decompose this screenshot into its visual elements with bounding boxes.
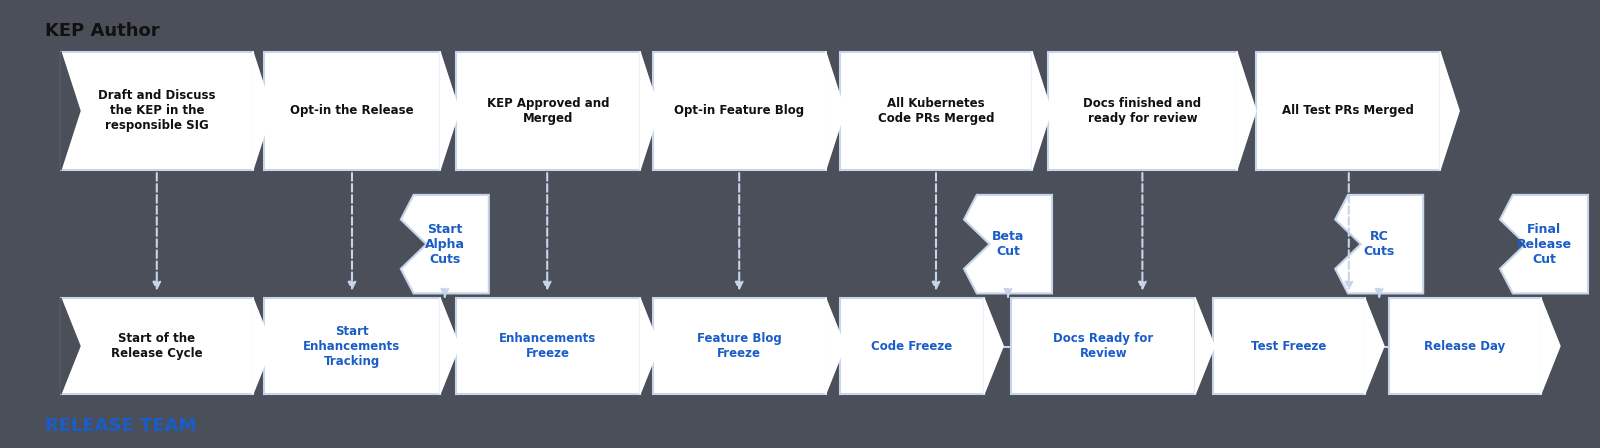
FancyBboxPatch shape [1048, 52, 1237, 170]
Text: Start
Alpha
Cuts: Start Alpha Cuts [426, 223, 466, 266]
Text: KEP Approved and
Merged: KEP Approved and Merged [486, 97, 610, 125]
PathPatch shape [963, 195, 1053, 293]
FancyBboxPatch shape [456, 52, 640, 170]
FancyBboxPatch shape [1256, 52, 1440, 170]
Text: RC
Cuts: RC Cuts [1363, 230, 1395, 258]
PathPatch shape [1501, 195, 1587, 293]
FancyBboxPatch shape [653, 298, 826, 394]
Polygon shape [826, 52, 845, 170]
Text: Start
Enhancements
Tracking: Start Enhancements Tracking [304, 325, 400, 367]
Text: Opt-in the Release: Opt-in the Release [290, 104, 414, 117]
Text: Start of the
Release Cycle: Start of the Release Cycle [110, 332, 203, 360]
Text: Release Day: Release Day [1424, 340, 1506, 353]
Polygon shape [253, 298, 272, 394]
FancyBboxPatch shape [1213, 298, 1365, 394]
FancyBboxPatch shape [1011, 298, 1195, 394]
Polygon shape [640, 298, 659, 394]
Text: Beta
Cut: Beta Cut [992, 230, 1024, 258]
FancyBboxPatch shape [840, 52, 1032, 170]
Polygon shape [61, 298, 80, 394]
FancyBboxPatch shape [61, 298, 253, 394]
Polygon shape [440, 298, 459, 394]
Text: Feature Blog
Freeze: Feature Blog Freeze [698, 332, 781, 360]
FancyBboxPatch shape [264, 298, 440, 394]
Text: Docs Ready for
Review: Docs Ready for Review [1053, 332, 1154, 360]
Polygon shape [440, 52, 459, 170]
Polygon shape [61, 52, 80, 170]
Polygon shape [640, 52, 659, 170]
FancyBboxPatch shape [456, 298, 640, 394]
Text: All Kubernetes
Code PRs Merged: All Kubernetes Code PRs Merged [878, 97, 994, 125]
Text: Enhancements
Freeze: Enhancements Freeze [499, 332, 597, 360]
Polygon shape [1237, 52, 1256, 170]
PathPatch shape [1334, 195, 1424, 293]
PathPatch shape [400, 195, 490, 293]
Polygon shape [1541, 298, 1560, 394]
Polygon shape [1440, 52, 1459, 170]
Text: Final
Release
Cut: Final Release Cut [1517, 223, 1571, 266]
Polygon shape [1032, 52, 1051, 170]
FancyBboxPatch shape [61, 52, 253, 170]
Text: Opt-in Feature Blog: Opt-in Feature Blog [674, 104, 805, 117]
Text: Draft and Discuss
the KEP in the
responsible SIG: Draft and Discuss the KEP in the respons… [98, 90, 216, 132]
FancyBboxPatch shape [264, 52, 440, 170]
FancyBboxPatch shape [653, 52, 826, 170]
Text: All Test PRs Merged: All Test PRs Merged [1282, 104, 1414, 117]
Polygon shape [253, 52, 272, 170]
Polygon shape [1365, 298, 1384, 394]
Text: Docs finished and
ready for review: Docs finished and ready for review [1083, 97, 1202, 125]
Text: KEP Author: KEP Author [45, 22, 160, 40]
Polygon shape [1195, 298, 1214, 394]
FancyBboxPatch shape [1389, 298, 1541, 394]
Text: RELEASE TEAM: RELEASE TEAM [45, 417, 197, 435]
FancyBboxPatch shape [840, 298, 984, 394]
Text: Code Freeze: Code Freeze [872, 340, 952, 353]
Text: Test Freeze: Test Freeze [1251, 340, 1326, 353]
Polygon shape [984, 298, 1003, 394]
Polygon shape [826, 298, 845, 394]
